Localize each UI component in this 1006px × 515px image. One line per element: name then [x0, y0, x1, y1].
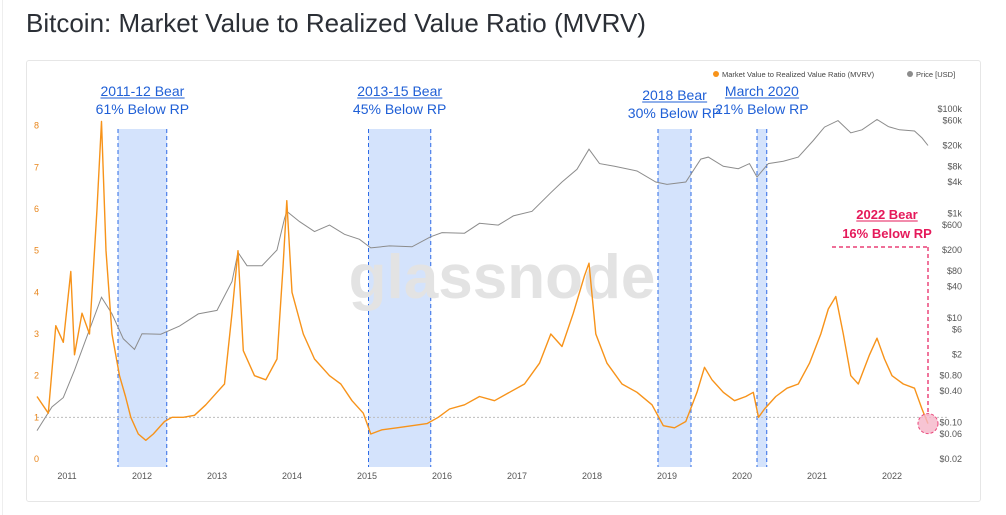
right-tick-label: $8k	[947, 161, 962, 171]
left-tick-label: 6	[34, 204, 39, 214]
x-tick-label: 2016	[432, 471, 452, 481]
bear-band-2	[658, 129, 691, 467]
legend-label-price: Price [USD]	[916, 70, 955, 79]
right-tick-label: $60k	[942, 116, 962, 126]
right-tick-label: $600	[942, 220, 962, 230]
annotation-subtitle: 16% Below RP	[842, 226, 932, 241]
left-tick-label: 2	[34, 371, 39, 381]
chart-frame: glassnode 0 1 2 3 4 5 6 7 8 $0.02 $0.06 $0.10 $0.40…	[26, 60, 981, 502]
bear-bands	[117, 129, 768, 467]
x-tick-label: 2011	[57, 471, 76, 481]
right-tick-label: $10	[947, 313, 962, 323]
x-tick-label: 2020	[732, 471, 752, 481]
mvrv-series-line	[36, 120, 929, 441]
annotation-title-2018-bear: 2018 Bear	[642, 87, 707, 103]
legend-swatch-mvrv	[713, 71, 719, 77]
right-tick-label: $4k	[947, 177, 962, 187]
right-tick-label: $0.80	[939, 370, 962, 380]
annotation-title-2013-15-bear: 2013-15 Bear	[357, 83, 442, 99]
left-tick-label: 4	[34, 287, 39, 297]
annotations: 2011-12 Bear 61% Below RP 2013-15 Bear 45% …	[96, 83, 939, 435]
annotation-title-2022-bear: 2022 Bear	[856, 207, 917, 222]
bear-band-1	[368, 129, 431, 467]
right-tick-label: $0.40	[939, 386, 962, 396]
x-tick-label: 2019	[657, 471, 677, 481]
right-axis-ticks: $0.02 $0.06 $0.10 $0.40 $0.80 $2 $6 $10 $40 $80 $2…	[937, 104, 962, 464]
right-tick-label: $0.10	[939, 417, 962, 427]
right-tick-label: $80	[947, 266, 962, 276]
bear-band-3	[757, 129, 767, 467]
left-tick-label: 3	[34, 329, 39, 339]
annotation-subtitle: 30% Below RP	[628, 105, 721, 121]
bear-band-0	[118, 129, 167, 467]
legend-label-mvrv: Market Value to Realized Value Ratio (MV…	[722, 70, 875, 79]
left-tick-label: 0	[34, 454, 39, 464]
page-title: Bitcoin: Market Value to Realized Value …	[26, 8, 646, 38]
right-tick-label: $0.02	[939, 454, 962, 464]
right-tick-label: $6	[952, 325, 962, 335]
annotation-title-march-2020: March 2020	[725, 83, 799, 99]
price-usd-series-line	[36, 118, 929, 431]
right-tick-label: $1k	[947, 208, 962, 218]
mvrv-chart: glassnode 0 1 2 3 4 5 6 7 8 $0.02 $0.06 $0.10 $0.40…	[34, 70, 962, 481]
x-tick-label: 2021	[807, 471, 827, 481]
red-marker-circle	[917, 413, 939, 435]
legend-swatch-price	[907, 71, 913, 77]
left-divider	[2, 0, 3, 515]
left-axis-ticks: 0 1 2 3 4 5 6 7 8	[34, 121, 39, 464]
legend: Market Value to Realized Value Ratio (MV…	[713, 70, 955, 79]
right-tick-label: $20k	[942, 141, 962, 151]
right-tick-label: $200	[942, 245, 962, 255]
x-tick-label: 2015	[357, 471, 377, 481]
right-tick-label: $40	[947, 282, 962, 292]
right-tick-label: $100k	[937, 104, 962, 114]
annotation-subtitle: 61% Below RP	[96, 101, 189, 117]
annotation-subtitle: 45% Below RP	[353, 101, 446, 117]
x-tick-label: 2018	[582, 471, 602, 481]
x-tick-label: 2013	[207, 471, 227, 481]
x-tick-label: 2012	[132, 471, 152, 481]
x-tick-label: 2017	[507, 471, 527, 481]
right-tick-label: $0.06	[939, 429, 962, 439]
right-tick-label: $2	[952, 350, 962, 360]
annotation-title-2011-12-bear: 2011-12 Bear	[100, 83, 184, 99]
annotation-subtitle: 21% Below RP	[715, 101, 808, 117]
left-tick-label: 7	[34, 162, 39, 172]
watermark: glassnode	[349, 243, 656, 312]
x-tick-label: 2014	[282, 471, 302, 481]
left-tick-label: 5	[34, 246, 39, 256]
left-tick-label: 1	[34, 412, 39, 422]
left-tick-label: 8	[34, 121, 39, 131]
x-axis-ticks: 2011 2012 2013 2014 2015 2016 2017 2018 2019 2020…	[57, 471, 902, 481]
x-tick-label: 2022	[882, 471, 902, 481]
